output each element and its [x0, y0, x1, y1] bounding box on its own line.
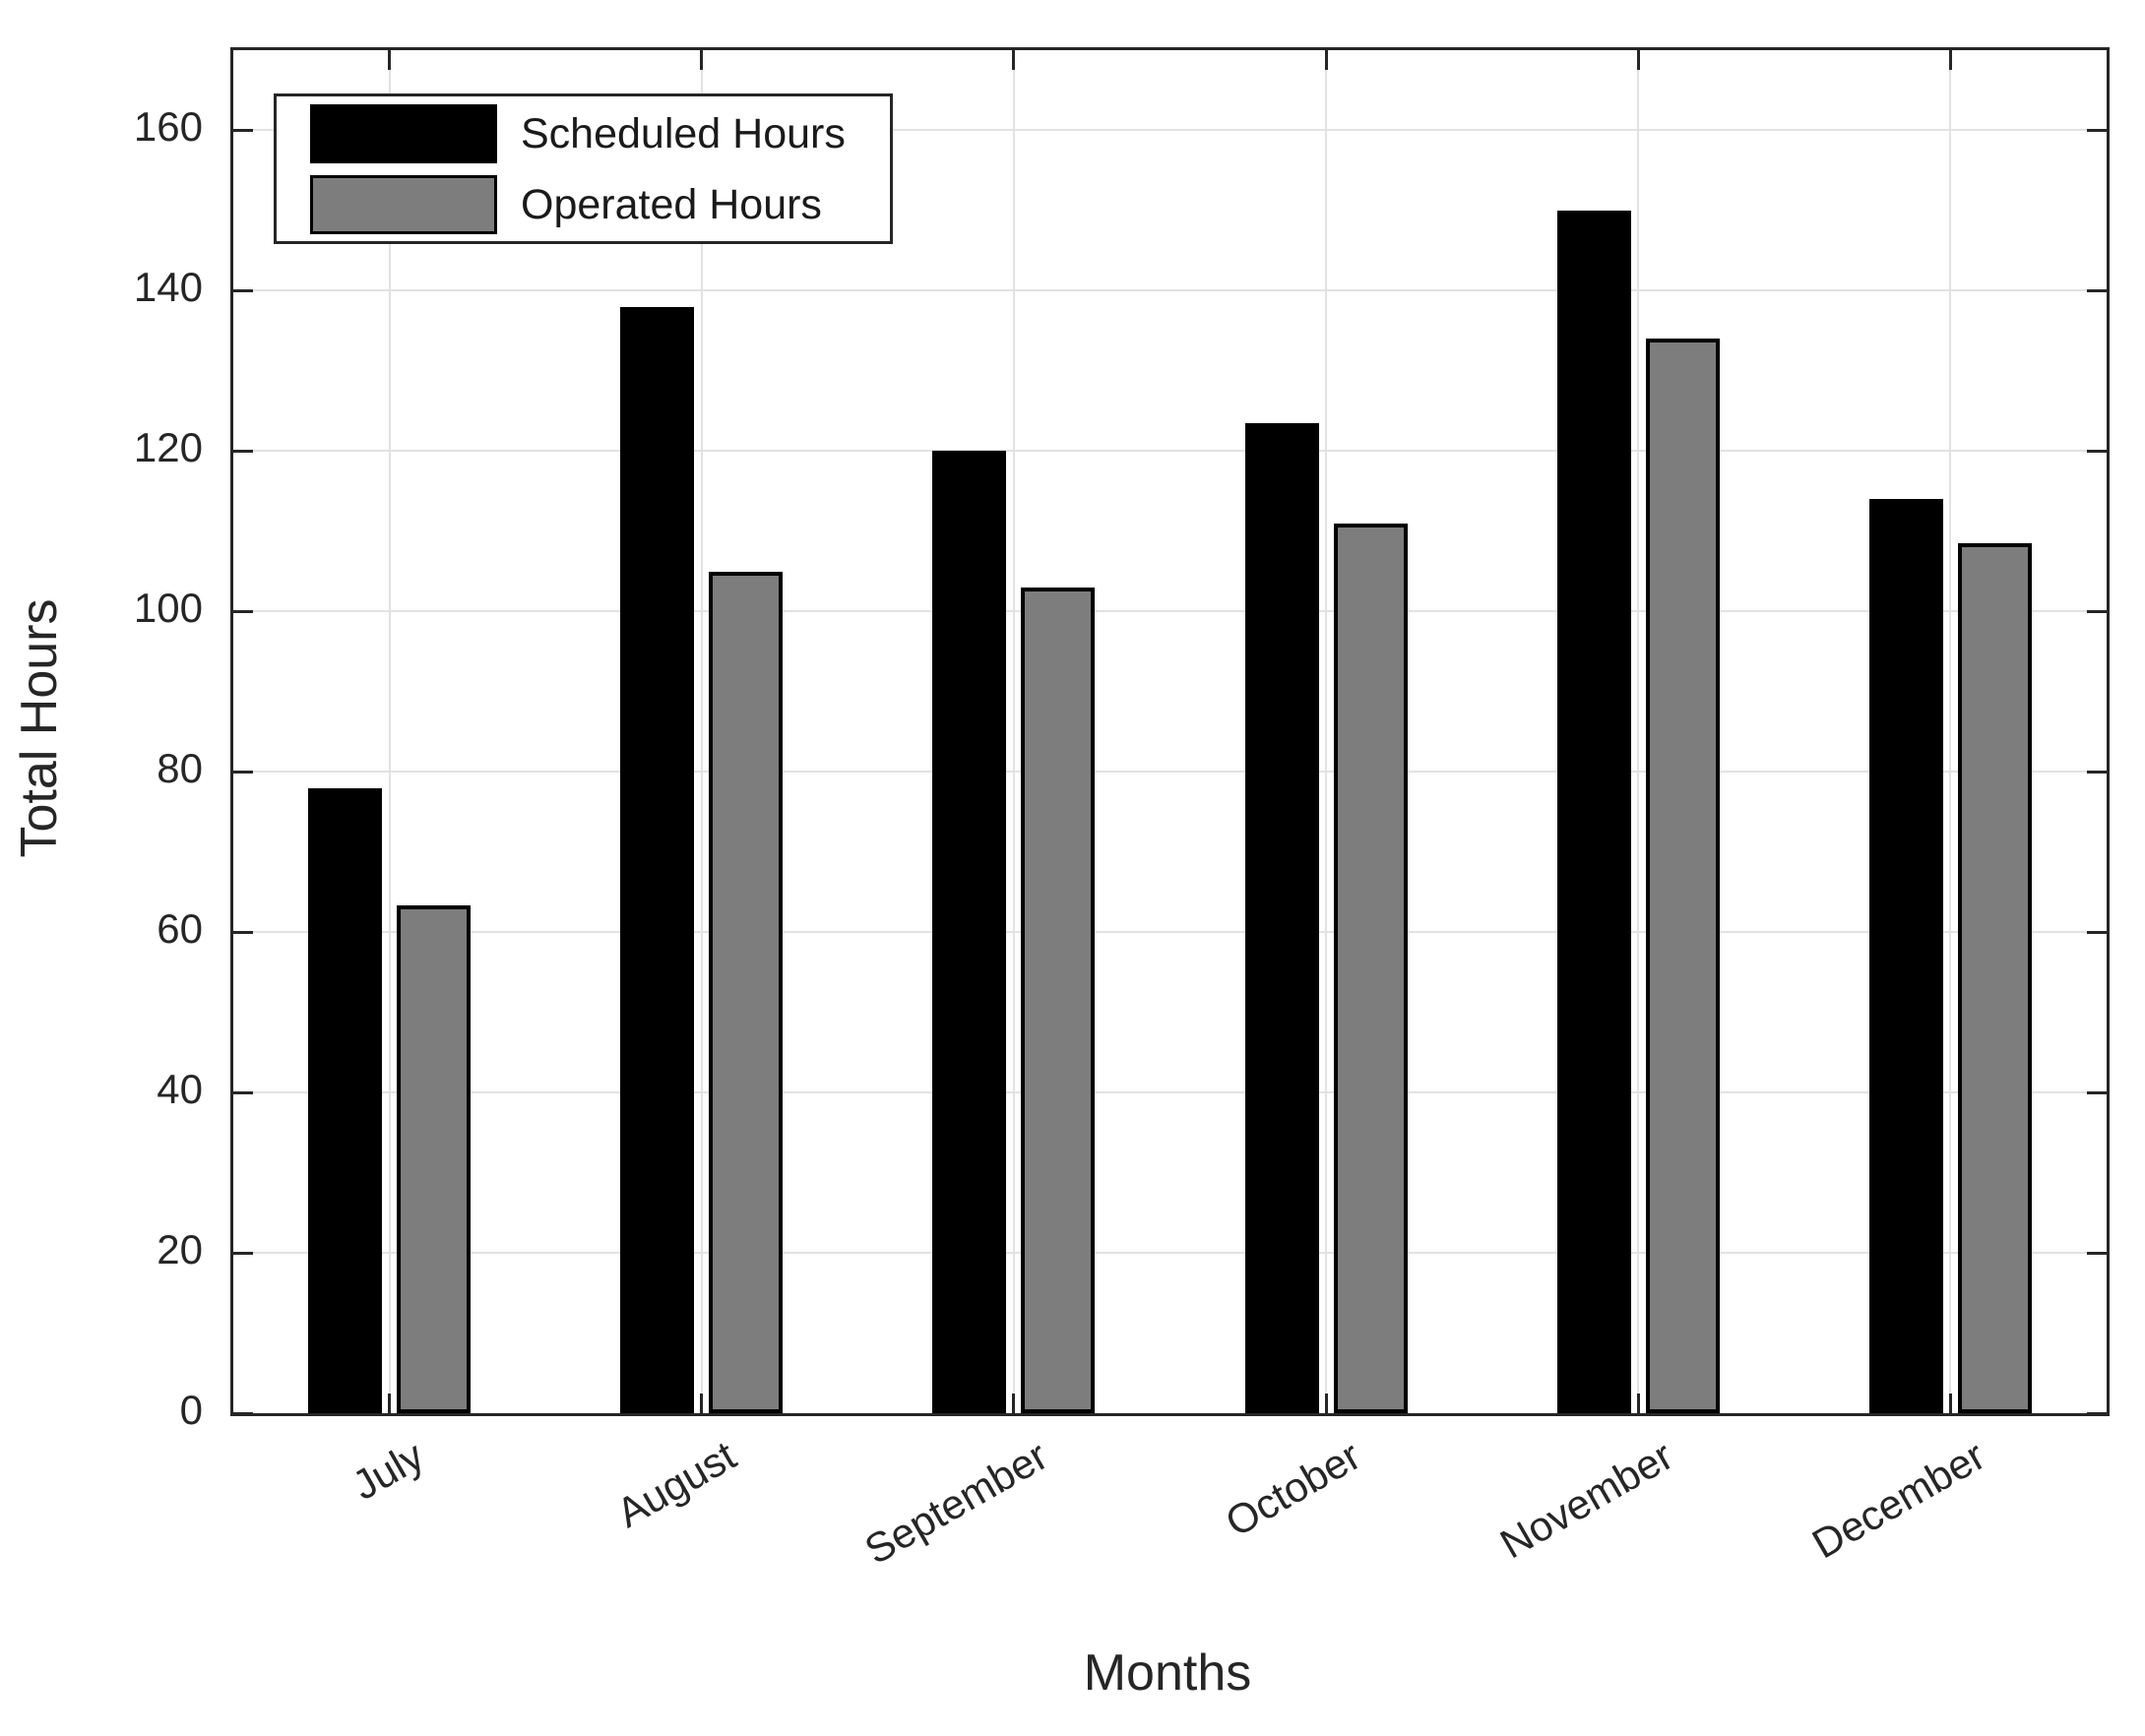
x-axis-title: Months: [1083, 1644, 1252, 1702]
y-tick-label-60: 60: [157, 905, 203, 953]
right-tick-y-20: [2087, 1251, 2107, 1255]
top-tick-july: [388, 50, 392, 70]
gridline-x-july: [388, 50, 391, 1413]
right-tick-y-140: [2087, 288, 2107, 292]
left-tick-y-120: [233, 449, 253, 453]
bar-scheduled-august: [620, 306, 695, 1413]
bottom-tick-november: [1636, 1394, 1640, 1413]
y-tick-label-160: 160: [133, 103, 203, 151]
right-tick-y-160: [2087, 128, 2107, 132]
right-tick-y-100: [2087, 609, 2107, 613]
right-tick-y-80: [2087, 770, 2107, 774]
plot-area: [230, 47, 2110, 1416]
top-tick-december: [1948, 50, 1952, 70]
right-tick-y-40: [2087, 1090, 2107, 1094]
gridline-y-80: [233, 771, 2107, 774]
x-tick-label-july: July: [344, 1432, 432, 1510]
legend-swatch-scheduled: [310, 103, 497, 163]
bottom-tick-august: [700, 1394, 704, 1413]
right-tick-y-60: [2087, 930, 2107, 934]
left-tick-y-160: [233, 128, 253, 132]
legend-label-scheduled: Scheduled Hours: [521, 109, 846, 157]
y-tick-label-20: 20: [157, 1226, 203, 1273]
y-tick-label-100: 100: [133, 585, 203, 632]
gridline-x-october: [1325, 50, 1328, 1413]
legend-swatch-operated: [310, 174, 497, 234]
left-tick-y-80: [233, 770, 253, 774]
right-tick-y-0: [2087, 1411, 2107, 1415]
y-tick-label-80: 80: [157, 745, 203, 792]
bar-operated-december: [1957, 543, 2032, 1413]
bar-operated-october: [1333, 523, 1408, 1413]
gridline-y-40: [233, 1091, 2107, 1094]
y-tick-label-140: 140: [133, 264, 203, 311]
bar-scheduled-december: [1868, 499, 1943, 1413]
x-tick-label-august: August: [608, 1432, 744, 1537]
gridline-x-september: [1012, 50, 1015, 1413]
left-tick-y-40: [233, 1090, 253, 1094]
gridline-y-140: [233, 289, 2107, 292]
x-tick-label-november: November: [1491, 1432, 1680, 1568]
top-tick-september: [1012, 50, 1016, 70]
gridline-y-60: [233, 931, 2107, 934]
gridline-y-100: [233, 610, 2107, 613]
bar-operated-september: [1021, 587, 1096, 1413]
gridline-x-august: [700, 50, 703, 1413]
y-tick-label-0: 0: [179, 1387, 203, 1433]
left-tick-y-20: [233, 1251, 253, 1255]
gridline-y-160: [233, 129, 2107, 132]
bar-scheduled-september: [932, 451, 1007, 1413]
bar-scheduled-july: [308, 787, 383, 1413]
bottom-tick-september: [1012, 1394, 1016, 1413]
gridline-y-120: [233, 450, 2107, 453]
gridline-x-december: [1949, 50, 1952, 1413]
x-tick-label-october: October: [1217, 1432, 1368, 1546]
legend-item-operated: Operated Hours: [310, 174, 890, 235]
legend-item-scheduled: Scheduled Hours: [310, 103, 890, 164]
gridline-y-20: [233, 1252, 2107, 1255]
y-axis-title: Total Hours: [11, 598, 68, 858]
top-tick-october: [1324, 50, 1328, 70]
bottom-tick-july: [388, 1394, 392, 1413]
bar-operated-november: [1645, 339, 1720, 1413]
left-tick-y-0: [233, 1411, 253, 1415]
bottom-tick-october: [1324, 1394, 1328, 1413]
left-tick-y-100: [233, 609, 253, 613]
bottom-tick-december: [1948, 1394, 1952, 1413]
left-tick-y-60: [233, 930, 253, 934]
y-tick-label-40: 40: [157, 1066, 203, 1113]
legend-label-operated: Operated Hours: [521, 180, 822, 228]
bar-scheduled-november: [1556, 210, 1631, 1413]
right-tick-y-120: [2087, 449, 2107, 453]
gridline-x-november: [1637, 50, 1640, 1413]
legend: Scheduled Hours Operated Hours: [274, 93, 893, 244]
bar-operated-july: [397, 905, 472, 1413]
top-tick-august: [700, 50, 704, 70]
bar-operated-august: [709, 571, 784, 1413]
x-tick-label-december: December: [1803, 1432, 1992, 1568]
x-tick-label-september: September: [856, 1432, 1056, 1574]
left-tick-y-140: [233, 288, 253, 292]
y-tick-label-120: 120: [133, 424, 203, 471]
bar-scheduled-october: [1244, 422, 1319, 1413]
top-tick-november: [1636, 50, 1640, 70]
